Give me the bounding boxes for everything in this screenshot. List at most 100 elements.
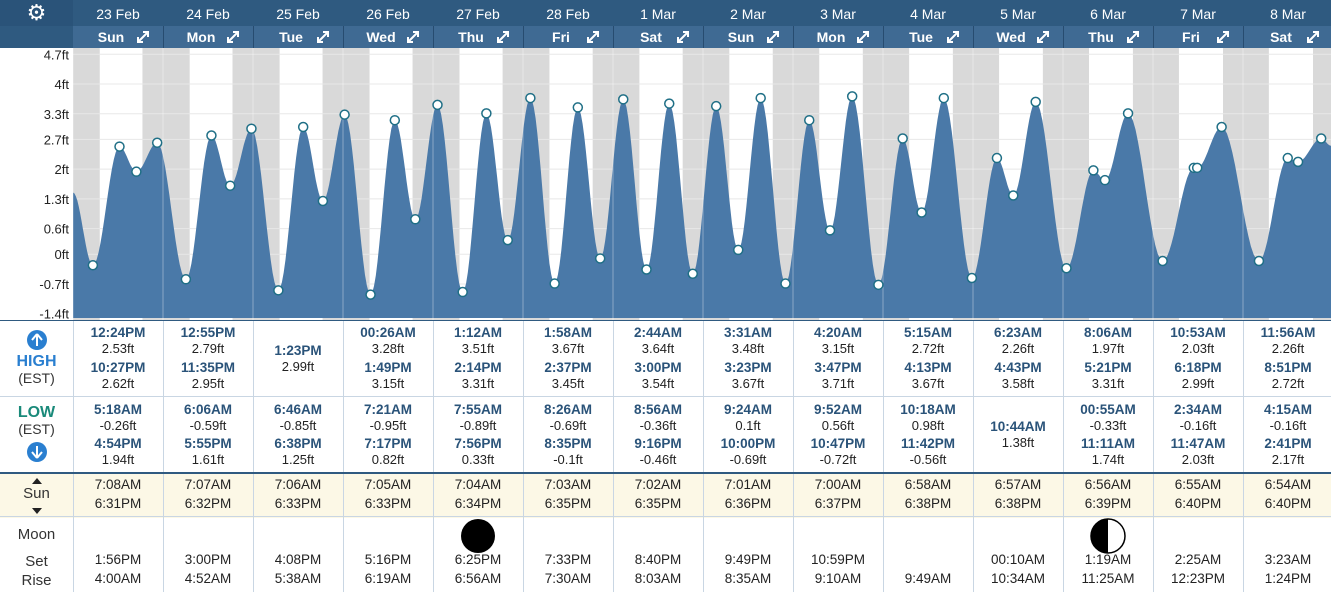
- day-weekday-bar[interactable]: Sat: [613, 26, 703, 48]
- moonset-time: 6:25PM: [454, 552, 502, 567]
- day-weekday-bar[interactable]: Mon: [793, 26, 883, 48]
- y-tick-label: 4.7ft: [44, 48, 70, 62]
- day-header: 1 Mar Sat: [613, 0, 703, 48]
- day-weekday-bar[interactable]: Tue: [883, 26, 973, 48]
- tide-point: [224, 180, 236, 191]
- moonset-time: 8:40PM: [634, 552, 682, 567]
- expand-icon[interactable]: [135, 29, 151, 45]
- moon-entry: 2:25AM 12:23PM: [1153, 552, 1243, 587]
- high-height: 2.26ft: [1271, 341, 1305, 356]
- day-weekday-bar[interactable]: Wed: [343, 26, 433, 48]
- day-weekday-bar[interactable]: Fri: [1153, 26, 1243, 48]
- sunrise-time: 7:03AM: [544, 477, 592, 492]
- sunrise-time: 7:00AM: [814, 477, 862, 492]
- moonrise-time: 4:52AM: [184, 571, 232, 586]
- day-weekday-bar[interactable]: Sun: [73, 26, 163, 48]
- high-tide-entry: 1:23PM 2.99ft: [253, 343, 343, 375]
- expand-icon[interactable]: [1125, 29, 1141, 45]
- high-time: 1:23PM: [274, 343, 322, 358]
- y-tick-label: 0.6ft: [44, 222, 70, 237]
- sun-label: Sun: [23, 485, 50, 502]
- tide-point: [687, 268, 698, 280]
- day-header: 7 Mar Fri: [1153, 0, 1243, 48]
- high-tide-entry: 00:26AM 3.28ft: [343, 325, 433, 357]
- high-tide-entry: 11:56AM 2.26ft: [1243, 325, 1331, 357]
- moonset-time: 1:56PM: [94, 552, 142, 567]
- header-divider: [1153, 26, 1154, 48]
- day-date: 6 Mar: [1090, 6, 1126, 22]
- day-date: 7 Mar: [1180, 6, 1216, 22]
- low-tide-entry: 4:54PM 1.94ft: [73, 436, 163, 468]
- day-weekday-bar[interactable]: Tue: [253, 26, 343, 48]
- day-weekday-bar[interactable]: Wed: [973, 26, 1063, 48]
- day-weekday-bar[interactable]: Sat: [1243, 26, 1331, 48]
- high-height: 2.62ft: [101, 376, 135, 391]
- low-height: -0.26ft: [99, 418, 137, 433]
- moonrise-time: 10:34AM: [990, 571, 1046, 586]
- column-divider: [73, 320, 74, 592]
- day-weekday-bar[interactable]: Mon: [163, 26, 253, 48]
- low-tide-entry: 10:44AM 1.38ft: [973, 419, 1063, 451]
- tide-point: [389, 114, 401, 126]
- sunset-time: 6:38PM: [904, 496, 952, 511]
- day-weekday-bar[interactable]: Thu: [1063, 26, 1153, 48]
- day-weekday-bar[interactable]: Sun: [703, 26, 793, 48]
- low-tide-entry: 7:17PM 0.82ft: [343, 436, 433, 468]
- low-height: 0.82ft: [371, 452, 405, 467]
- expand-icon[interactable]: [1215, 29, 1231, 45]
- gear-icon[interactable]: ⚙: [0, 0, 73, 26]
- column-divider: [523, 320, 524, 592]
- day-weekday: Wed: [366, 29, 396, 45]
- low-time: 7:55AM: [453, 402, 502, 417]
- y-tick-label: 1.3ft: [44, 192, 70, 207]
- low-time: 5:55PM: [184, 436, 232, 451]
- low-tide-entry: 6:38PM 1.25ft: [253, 436, 343, 468]
- sunrise-time: 6:54AM: [1264, 477, 1312, 492]
- column-divider: [793, 320, 794, 592]
- tide-point: [966, 272, 978, 284]
- expand-icon[interactable]: [675, 29, 691, 45]
- expand-icon[interactable]: [1035, 29, 1051, 45]
- high-time: 8:06AM: [1083, 325, 1132, 340]
- day-weekday: Mon: [816, 29, 846, 45]
- moonset-time: 1:19AM: [1084, 552, 1132, 567]
- tide-point: [641, 264, 652, 275]
- day-weekday-bar[interactable]: Fri: [523, 26, 613, 48]
- tide-point: [1253, 255, 1265, 267]
- expand-icon[interactable]: [765, 29, 781, 45]
- sunset-time: 6:38PM: [994, 496, 1042, 511]
- expand-icon[interactable]: [315, 29, 331, 45]
- day-date: 4 Mar: [910, 6, 946, 22]
- expand-icon[interactable]: [945, 29, 961, 45]
- expand-icon[interactable]: [585, 29, 601, 45]
- low-time: 10:47PM: [810, 436, 866, 451]
- sun-entry: 7:00AM 6:37PM: [793, 477, 883, 512]
- moonrise-time: 1:24PM: [1264, 571, 1312, 586]
- expand-icon[interactable]: [855, 29, 871, 45]
- high-time: 3:00PM: [634, 360, 682, 375]
- expand-icon[interactable]: [405, 29, 421, 45]
- moonset-time: 7:33PM: [544, 552, 592, 567]
- header-divider: [703, 26, 704, 48]
- header-divider: [973, 26, 974, 48]
- tide-point: [1122, 108, 1134, 119]
- expand-icon[interactable]: [495, 29, 511, 45]
- day-date: 2 Mar: [730, 6, 766, 22]
- high-tide-entry: 10:53AM 2.03ft: [1153, 325, 1243, 357]
- y-tick-label: 2.7ft: [44, 132, 70, 147]
- high-tide-entry: 2:44AM 3.64ft: [613, 325, 703, 357]
- low-time: 6:06AM: [183, 402, 232, 417]
- moon-entry: 5:16PM 6:19AM: [343, 552, 433, 587]
- moonset-time: 4:08PM: [274, 552, 322, 567]
- low-time: 11:11AM: [1080, 436, 1136, 451]
- expand-icon[interactable]: [225, 29, 241, 45]
- day-weekday-bar[interactable]: Thu: [433, 26, 523, 48]
- expand-icon[interactable]: [1305, 29, 1321, 45]
- low-tide-entry: 11:42PM -0.56ft: [883, 436, 973, 468]
- low-height: 1.74ft: [1091, 452, 1125, 467]
- y-tick-label: 0ft: [55, 247, 70, 262]
- column-divider: [1243, 320, 1244, 592]
- high-height: 3.31ft: [1091, 376, 1125, 391]
- low-time: 10:18AM: [900, 402, 956, 417]
- low-time: 8:35PM: [544, 436, 592, 451]
